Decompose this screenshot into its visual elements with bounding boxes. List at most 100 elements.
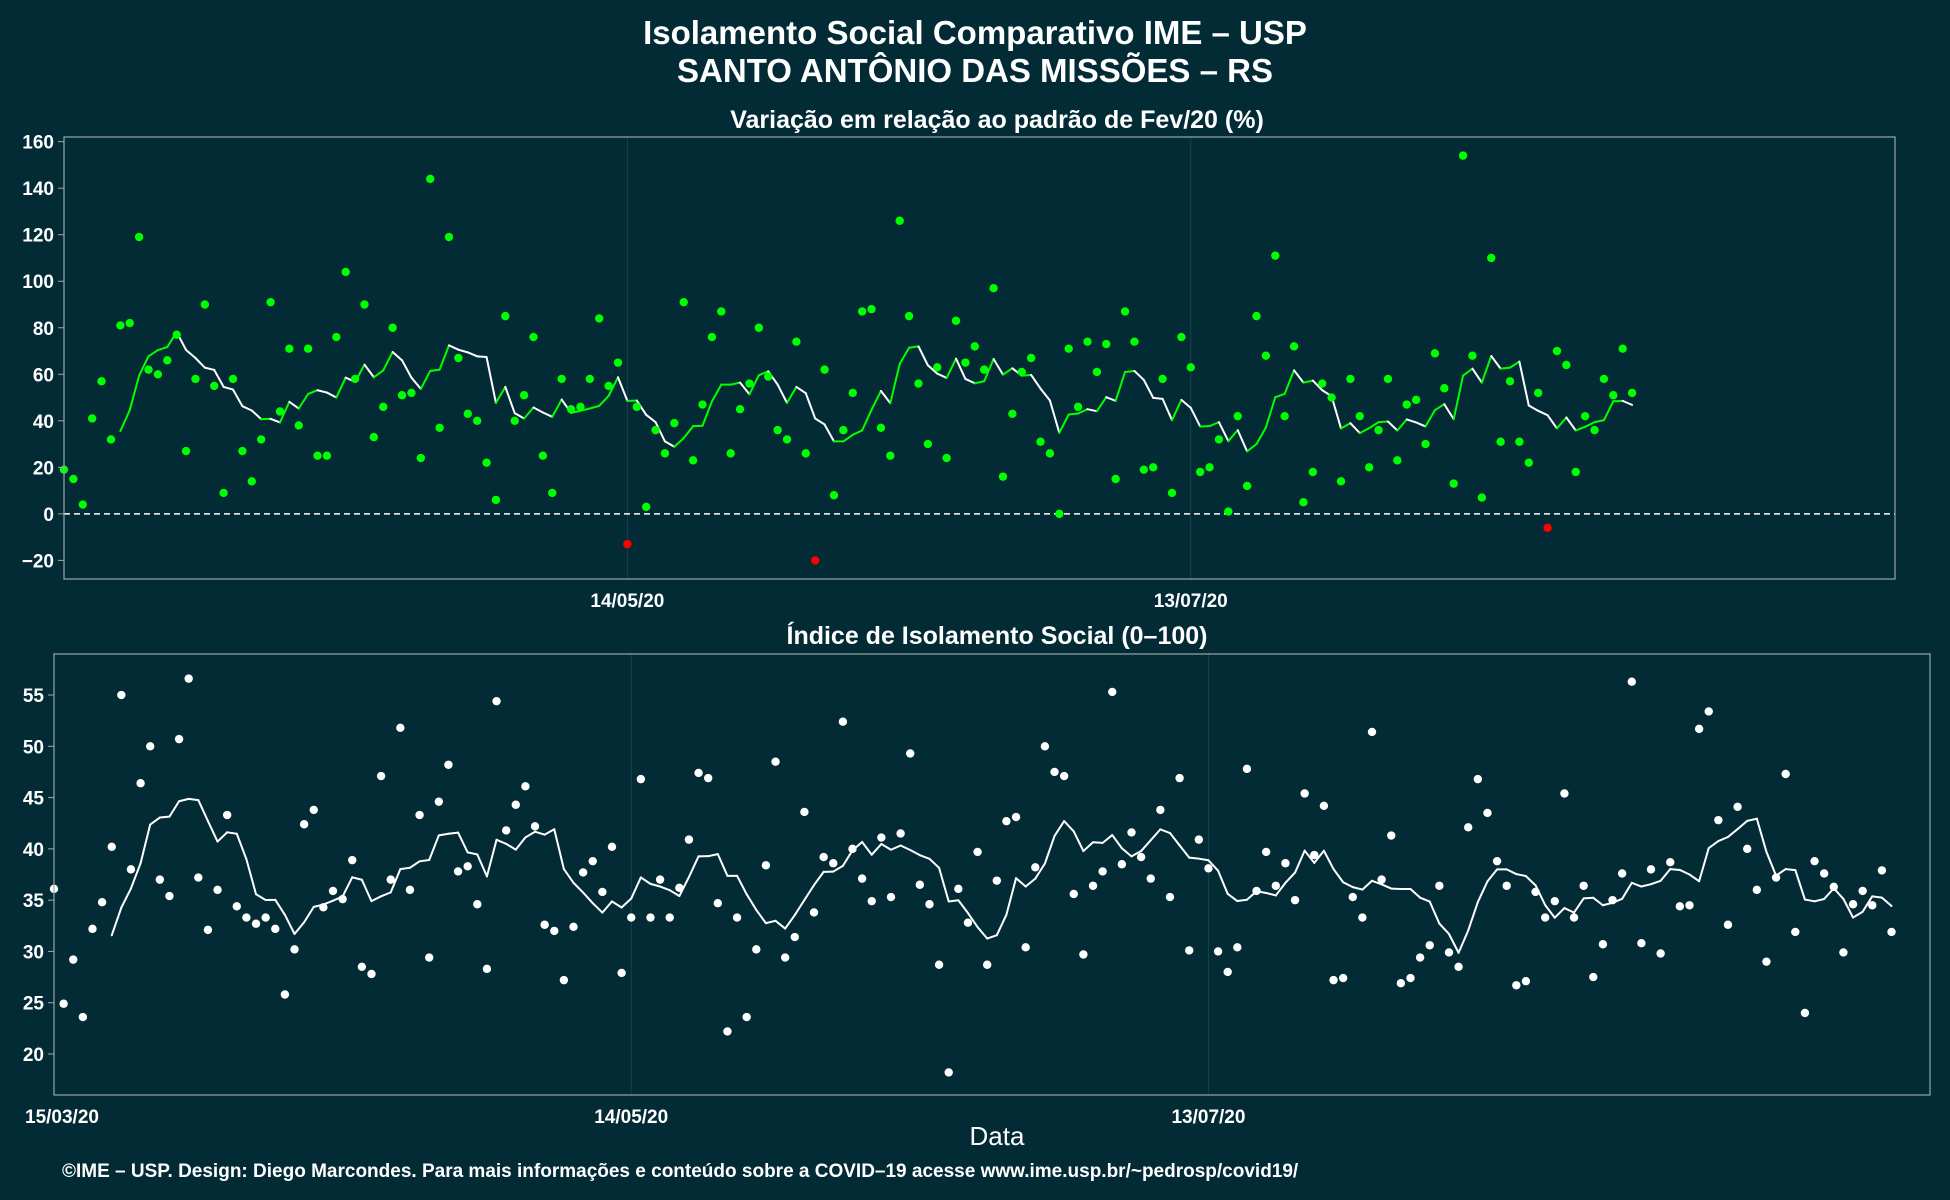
data-point xyxy=(434,797,444,806)
data-point xyxy=(501,826,511,835)
moving-average-segment xyxy=(1236,429,1249,453)
data-point xyxy=(1791,927,1800,937)
data-point xyxy=(117,690,126,700)
data-point xyxy=(1543,523,1552,533)
data-point xyxy=(1002,816,1011,826)
moving-average-segment xyxy=(786,385,798,404)
moving-average-segment xyxy=(823,423,835,443)
moving-average-segment xyxy=(645,413,657,424)
data-point xyxy=(1252,886,1261,896)
data-point xyxy=(184,674,193,683)
moving-average-segment xyxy=(1415,421,1427,428)
moving-average-segment xyxy=(938,866,950,903)
moving-average-segment xyxy=(1433,403,1446,412)
data-point xyxy=(134,232,144,242)
data-point xyxy=(1059,771,1069,781)
moving-average-segment xyxy=(119,409,131,433)
moving-average-segment xyxy=(917,345,929,367)
data-point xyxy=(1496,437,1505,446)
data-point xyxy=(752,945,761,954)
moving-average-segment xyxy=(654,421,666,443)
data-point xyxy=(1524,458,1534,467)
data-point xyxy=(1073,402,1083,412)
data-point xyxy=(595,314,604,323)
moving-average-segment xyxy=(187,797,200,802)
moving-average-segment xyxy=(1105,396,1117,402)
moving-average-segment xyxy=(973,380,986,385)
moving-average-segment xyxy=(532,406,544,414)
data-point xyxy=(1165,892,1175,902)
y-tick-label: 0 xyxy=(43,505,54,526)
moving-average-segment xyxy=(1217,869,1229,895)
y-tick-label: 50 xyxy=(23,737,44,758)
moving-average-segment xyxy=(149,816,161,826)
data-point xyxy=(989,284,998,293)
moving-average-segment xyxy=(158,815,171,819)
data-point xyxy=(1848,900,1858,909)
moving-average-segment xyxy=(213,368,225,388)
data-point xyxy=(338,894,347,904)
moving-average-segment xyxy=(523,406,535,420)
index-data-points xyxy=(49,674,1896,1077)
data-point xyxy=(1290,895,1300,905)
moving-average-segment xyxy=(1428,900,1441,925)
data-point xyxy=(1562,360,1571,370)
moving-average-segment xyxy=(1813,897,1826,903)
data-point xyxy=(1383,374,1393,384)
data-point xyxy=(1310,850,1319,860)
moving-average-segment xyxy=(992,357,1004,376)
data-point xyxy=(1318,379,1327,388)
data-point xyxy=(848,388,857,398)
data-point xyxy=(1102,339,1111,349)
moving-average-segment xyxy=(1152,396,1164,400)
data-point xyxy=(598,887,607,897)
moving-average-segment xyxy=(1707,840,1720,850)
data-point xyxy=(569,922,578,932)
moving-average-segment xyxy=(588,404,601,410)
data-point xyxy=(829,859,838,868)
data-point xyxy=(501,311,510,321)
moving-average-segment xyxy=(707,853,719,858)
moving-average-segment xyxy=(1349,422,1361,435)
data-point xyxy=(294,421,303,430)
data-point xyxy=(688,456,698,465)
data-point xyxy=(191,374,200,384)
data-point xyxy=(655,875,665,884)
x-axis-label: Data xyxy=(970,1121,1025,1151)
moving-average-segment xyxy=(804,392,817,420)
moving-average-segment xyxy=(1726,828,1739,838)
moving-average-segment xyxy=(293,921,306,935)
moving-average-segment xyxy=(303,905,315,924)
data-point xyxy=(1088,881,1098,890)
moving-average-segment xyxy=(1092,841,1104,844)
data-point xyxy=(838,717,848,726)
moving-average-segment xyxy=(572,881,585,894)
data-point xyxy=(1781,769,1790,779)
moving-average-segment xyxy=(1688,873,1701,883)
data-point xyxy=(1308,467,1318,477)
moving-average-segment xyxy=(1142,378,1155,399)
moving-average-segment xyxy=(401,359,413,379)
data-point xyxy=(707,332,717,342)
moving-average-segment xyxy=(814,417,826,426)
data-point xyxy=(829,491,839,500)
moving-average-segment xyxy=(1462,367,1474,377)
moving-average-segment xyxy=(1303,849,1316,864)
data-point xyxy=(1464,823,1473,832)
moving-average-segment xyxy=(1409,888,1422,899)
moving-average-segment xyxy=(1621,399,1634,406)
data-point xyxy=(665,913,674,922)
moving-average-segment xyxy=(1294,849,1306,874)
data-point xyxy=(1521,976,1531,986)
moving-average-segment xyxy=(1283,369,1296,395)
data-point xyxy=(1396,979,1406,988)
moving-average-segment xyxy=(1505,868,1518,876)
moving-average-segment xyxy=(534,830,546,836)
data-point xyxy=(407,388,416,398)
data-point xyxy=(717,307,726,316)
data-point xyxy=(1675,902,1685,911)
moving-average-segment xyxy=(485,838,498,878)
moving-average-segment xyxy=(226,831,238,835)
data-point xyxy=(632,402,641,412)
moving-average-segment xyxy=(1246,443,1258,453)
